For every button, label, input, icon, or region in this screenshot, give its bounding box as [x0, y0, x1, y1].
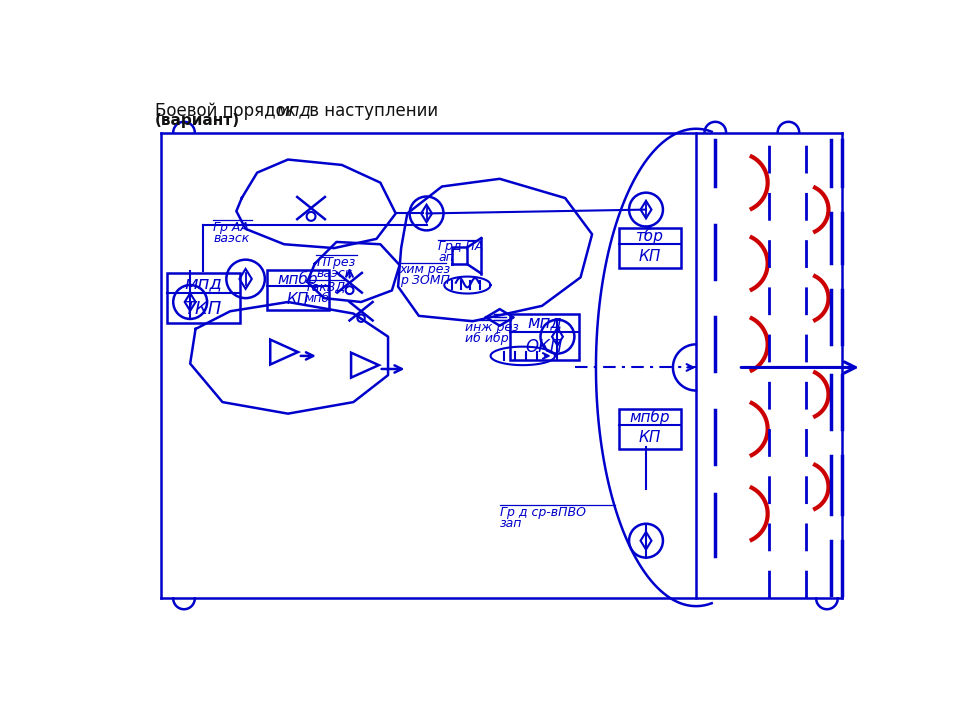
- Text: ПТрез: ПТрез: [317, 256, 356, 269]
- Text: Гр АА: Гр АА: [213, 221, 250, 234]
- Text: ТакВД: ТакВД: [305, 282, 346, 294]
- Text: Боевой порядок: Боевой порядок: [155, 102, 300, 120]
- Text: ТКП: ТКП: [184, 300, 222, 318]
- Bar: [167, 273, 240, 323]
- Text: ап: ап: [438, 251, 454, 264]
- Bar: [510, 313, 579, 360]
- Text: инж рез: инж рез: [465, 321, 518, 334]
- Text: мпд: мпд: [527, 314, 562, 332]
- Text: Гр д ср-вПВО: Гр д ср-вПВО: [500, 506, 586, 519]
- Text: мпбр: мпбр: [630, 409, 670, 425]
- Bar: [267, 271, 328, 310]
- Text: ОКП: ОКП: [526, 338, 564, 356]
- Bar: [619, 409, 681, 449]
- Text: мпд: мпд: [276, 102, 311, 120]
- Text: (вариант): (вариант): [155, 113, 240, 128]
- Bar: [619, 228, 681, 268]
- Text: тбр: тбр: [636, 228, 663, 244]
- Text: Грд ПА: Грд ПА: [438, 240, 484, 253]
- Text: ваэск: ваэск: [213, 232, 250, 245]
- Text: ваэск: ваэск: [317, 266, 352, 279]
- Text: мпбр: мпбр: [277, 270, 318, 287]
- Text: в наступлении: в наступлении: [304, 102, 439, 120]
- Text: КП: КП: [638, 249, 661, 264]
- Text: зап: зап: [500, 517, 522, 530]
- Text: р ЗОМП: р ЗОМП: [399, 274, 449, 287]
- Text: хим рез: хим рез: [399, 264, 451, 276]
- Text: мпб: мпб: [305, 292, 330, 305]
- Text: КП: КП: [287, 292, 309, 307]
- Text: мпд: мпд: [184, 274, 222, 292]
- Text: КП: КП: [638, 431, 661, 446]
- Text: иб ибр: иб ибр: [465, 332, 509, 345]
